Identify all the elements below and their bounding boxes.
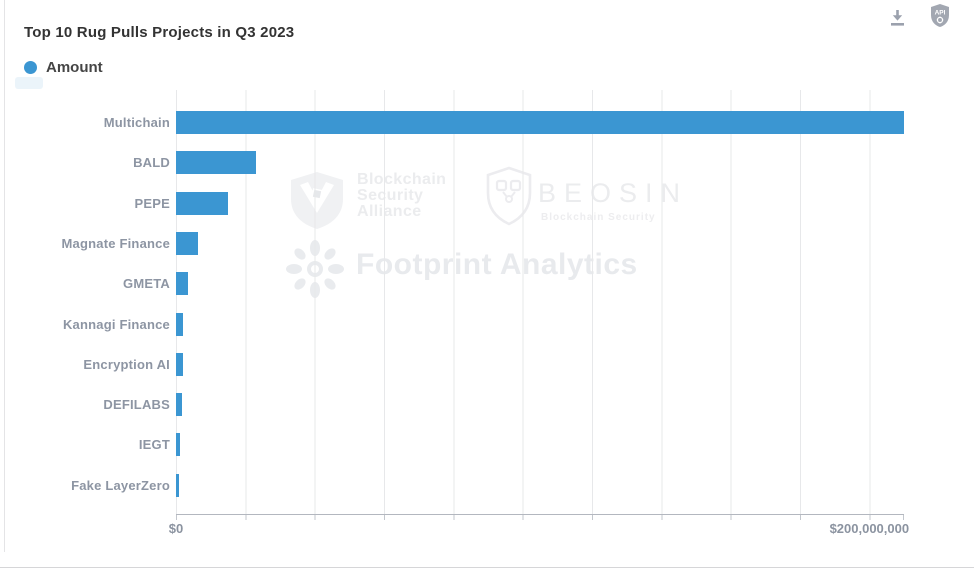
category-label: Multichain xyxy=(103,115,170,130)
category-label: DEFILABS xyxy=(103,397,170,413)
download-icon[interactable] xyxy=(887,7,908,33)
category-label: GMETA xyxy=(123,276,170,292)
category-label: Magnate Finance xyxy=(61,235,170,251)
category-label: Fake LayerZero xyxy=(71,477,170,493)
bar-row: DEFILABS xyxy=(0,393,904,417)
x-tick-label: $0 xyxy=(168,521,184,536)
bar-row: Multichain xyxy=(0,111,904,134)
x-axis-end-tick xyxy=(903,515,904,520)
card-left-border xyxy=(4,0,5,552)
bar[interactable] xyxy=(176,272,189,296)
category-label: PEPE xyxy=(134,195,170,211)
bar[interactable] xyxy=(176,433,180,457)
api-badge-icon[interactable]: API xyxy=(930,3,950,33)
bar[interactable] xyxy=(176,352,183,376)
legend-label: Amount xyxy=(46,59,103,76)
category-label: IEGT xyxy=(138,437,170,453)
bar[interactable] xyxy=(176,111,904,134)
plot-area xyxy=(176,90,904,515)
bar-row: PEPE xyxy=(0,191,904,215)
api-badge-label: API xyxy=(935,10,946,17)
bar-row: Encryption AI xyxy=(0,352,904,376)
toolbar: API xyxy=(887,3,950,33)
bar[interactable] xyxy=(176,191,228,215)
bar[interactable] xyxy=(176,312,184,336)
bar-row: Fake LayerZero xyxy=(0,473,904,497)
category-label: Kannagi Finance xyxy=(62,316,170,332)
x-tick-label: $200,000,000 xyxy=(829,521,910,536)
bar-row: Kannagi Finance xyxy=(0,312,904,336)
bar-row: BALD xyxy=(0,151,904,175)
bar[interactable] xyxy=(176,393,182,417)
bar-row: Magnate Finance xyxy=(0,231,904,255)
bar[interactable] xyxy=(176,151,256,175)
category-label: Encryption AI xyxy=(83,356,170,372)
x-axis-ticks xyxy=(176,515,904,520)
legend-dot-icon xyxy=(24,61,37,74)
bar[interactable] xyxy=(176,473,180,497)
legend-item-amount[interactable]: Amount xyxy=(24,59,103,76)
bar-row: IEGT xyxy=(0,433,904,457)
page-title: Top 10 Rug Pulls Projects in Q3 2023 xyxy=(24,24,295,41)
bar-row: GMETA xyxy=(0,272,904,296)
bar[interactable] xyxy=(176,231,199,255)
legend-hover-artifact xyxy=(15,77,43,89)
category-label: BALD xyxy=(133,155,170,171)
